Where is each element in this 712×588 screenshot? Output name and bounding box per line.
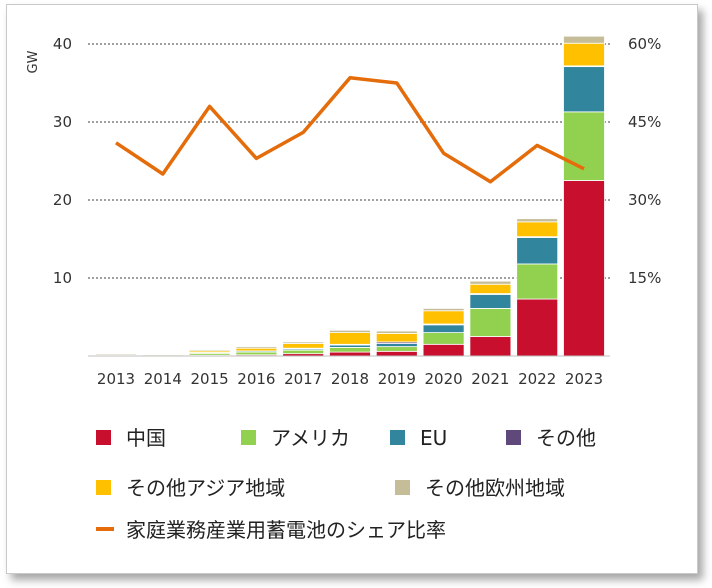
x-tick-label: 2017 [284, 370, 322, 388]
y-tick-label: 40 [53, 35, 72, 53]
bar-segment [469, 280, 512, 285]
bar-segment [375, 332, 418, 343]
legend-swatch [390, 430, 405, 445]
y2-tick-label: 45% [628, 113, 661, 131]
bar-segment [422, 332, 465, 345]
legend-label: その他アジア地域 [126, 476, 285, 500]
legend-swatch [506, 430, 521, 445]
legend-swatch [96, 430, 111, 445]
bar-segment [422, 308, 465, 312]
bar-segment [563, 35, 605, 44]
tick-labels: 10 20 30 40 15% 30% 45% 60% 2013 2014 2015 2016 2017… [53, 35, 661, 388]
bar-segment [95, 353, 137, 356]
legend-label: 家庭業務産業用蓄電池のシェア比率 [126, 518, 446, 542]
x-tick-label: 2020 [425, 370, 463, 388]
bar-segment [282, 341, 325, 344]
legend-swatch [96, 480, 111, 495]
y-tick-label: 30 [53, 113, 72, 131]
bar-segment [516, 298, 559, 357]
x-tick-label: 2016 [237, 370, 275, 388]
y2-tick-label: 60% [628, 35, 661, 53]
bar-segment [516, 218, 559, 223]
bar-segment [375, 330, 418, 334]
bar-segment [235, 347, 278, 352]
bar-segment [469, 336, 512, 357]
bar-segment [282, 349, 325, 355]
bar-segment [375, 343, 418, 348]
legend-label: 中国 [126, 426, 166, 450]
legend-swatch [395, 480, 410, 495]
bar-segment [422, 324, 465, 333]
bar-segment [329, 329, 371, 334]
y-tick-label: 10 [53, 269, 72, 287]
share-line [115, 76, 585, 184]
y2-tick-label: 15% [628, 269, 661, 287]
share-line-path [115, 76, 585, 184]
axes: GW [26, 50, 610, 357]
bar-segment [516, 221, 559, 238]
x-tick-label: 2019 [378, 370, 416, 388]
bar-segment [469, 293, 512, 309]
bar-segment [563, 111, 605, 181]
legend-label: EU [420, 426, 447, 450]
x-tick-label: 2018 [331, 370, 369, 388]
bar-segment [422, 343, 465, 357]
legend-label: その他欧州地域 [425, 476, 565, 500]
x-tick-label: 2023 [565, 370, 603, 388]
bar-segment [329, 332, 371, 345]
bar-segment [329, 347, 371, 353]
x-tick-label: 2022 [518, 370, 556, 388]
bar-segment [188, 349, 231, 352]
bar-segment [282, 343, 325, 349]
x-tick-label: 2015 [191, 370, 229, 388]
bar-segment [516, 237, 559, 265]
y-axis-label: GW [26, 50, 41, 73]
bar-segment [141, 352, 184, 355]
bar-segment [469, 283, 512, 294]
x-tick-label: 2014 [144, 370, 182, 388]
gridlines [88, 43, 610, 279]
bar-segment [422, 310, 465, 325]
bar-segment [375, 346, 418, 352]
bar-segment [235, 346, 278, 349]
legend-label: アメリカ [271, 426, 350, 450]
legend-label: その他 [536, 426, 596, 450]
legend-swatch [241, 430, 256, 445]
x-tick-label: 2021 [471, 370, 509, 388]
y2-tick-label: 30% [628, 191, 661, 209]
bar-segment [516, 263, 559, 300]
bar-segment [235, 351, 278, 356]
bar-segment [469, 308, 512, 337]
bar-segment [563, 42, 605, 67]
y-tick-label: 20 [53, 191, 72, 209]
legend-line-swatch [96, 527, 114, 531]
bar-segment [375, 350, 418, 357]
x-tick-label: 2013 [97, 370, 135, 388]
bar-stacks [95, 35, 605, 357]
bar-segment [329, 351, 371, 357]
bar-segment [563, 66, 605, 113]
bar-segment [563, 180, 605, 357]
